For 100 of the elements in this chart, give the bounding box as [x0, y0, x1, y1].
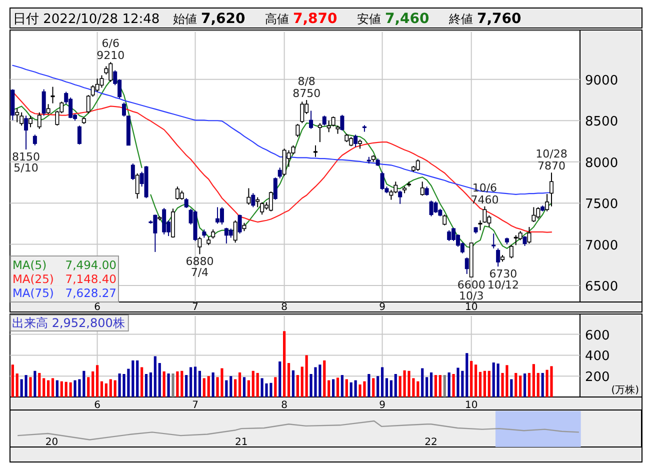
candlestick [340, 114, 344, 132]
x-tick-label: 22 [424, 437, 438, 448]
bar [42, 378, 46, 397]
bar [140, 367, 144, 397]
bar [104, 383, 108, 397]
y-tick-label: 6500 [585, 280, 618, 295]
x-tick-label: 21 [234, 437, 248, 448]
candlestick [135, 172, 140, 200]
bar [474, 364, 478, 397]
bar [11, 364, 14, 397]
bar [510, 379, 513, 397]
bar [167, 373, 170, 397]
y-tick-label: 600 [585, 328, 610, 344]
bar [421, 368, 424, 397]
bar [305, 355, 308, 397]
candlestick [380, 171, 384, 190]
text: MA(25) 7,148.40 [12, 272, 116, 286]
bar [92, 371, 94, 397]
candlestick [313, 144, 318, 158]
bar [252, 370, 254, 397]
bar [332, 379, 335, 397]
text: MA(75) 7,628.27 [12, 286, 116, 300]
bar [114, 380, 116, 397]
bar [394, 374, 397, 397]
x-tick-label: 8 [281, 302, 288, 313]
candlestick [268, 191, 273, 212]
bar [492, 362, 495, 397]
candlestick [358, 139, 362, 150]
bar [452, 374, 455, 397]
x-tick-label: 6 [94, 400, 100, 411]
bar [189, 367, 192, 397]
bar [443, 375, 446, 397]
bar [536, 372, 540, 397]
candlestick [326, 120, 331, 133]
candlestick [24, 115, 28, 150]
bar [198, 370, 202, 397]
bar [274, 377, 277, 397]
candlestick [238, 214, 242, 234]
y-tick-label: 8000 [585, 156, 618, 171]
candlestick [550, 172, 554, 207]
bar [541, 372, 544, 397]
candlestick [260, 202, 264, 216]
bar [29, 377, 32, 397]
annotation: 6/6 9210 [96, 37, 125, 62]
annotation: 8150 5/10 [12, 150, 40, 174]
candlestick [246, 188, 251, 206]
x-tick-label: 10 [464, 400, 478, 411]
bar [56, 380, 59, 397]
candlestick [100, 74, 104, 88]
bar [225, 380, 228, 397]
bar [51, 378, 54, 397]
y-tick-label: 9000 [585, 73, 618, 88]
candlestick [122, 102, 126, 118]
bar [60, 381, 63, 397]
bar [207, 376, 210, 397]
candlestick [184, 198, 188, 209]
bar [345, 379, 348, 397]
x-tick-label: 9 [379, 302, 386, 313]
bar [144, 374, 148, 397]
bar [456, 368, 460, 397]
bar [328, 380, 330, 397]
bar [136, 360, 139, 397]
candlestick [86, 94, 90, 114]
candlestick [296, 123, 300, 138]
bar [368, 374, 370, 397]
candlestick [251, 192, 256, 208]
candlestick [198, 236, 202, 255]
y-tick-label: 7000 [585, 238, 618, 254]
chart-title: 出来高 2,952,800株 [12, 316, 125, 330]
bar [212, 372, 214, 397]
candlestick [216, 206, 220, 224]
bar [242, 377, 246, 397]
bar [483, 370, 486, 397]
candlestick [273, 177, 278, 200]
candlestick [42, 88, 46, 116]
bar [340, 375, 344, 397]
candlestick [331, 116, 336, 127]
bar [64, 382, 68, 397]
x-tick-label: 9 [379, 400, 386, 411]
candlestick [429, 200, 434, 217]
bar [532, 364, 535, 397]
candlestick [95, 78, 100, 92]
chart-title: 日付 2022/10/28 12:48 始値 7,620 高値 7,870 安値 7,460 終値 7,760 [13, 11, 522, 27]
candlestick [300, 101, 304, 124]
candlestick [180, 190, 184, 200]
bar [426, 377, 428, 397]
candlestick [492, 233, 496, 249]
bar [296, 375, 299, 397]
bar [292, 370, 295, 397]
x-tick-label: 8 [281, 400, 288, 411]
candlestick [130, 162, 135, 180]
bar [470, 360, 473, 397]
candlestick [398, 190, 402, 204]
candlestick [256, 196, 260, 208]
bar [488, 370, 490, 397]
bar [354, 380, 357, 397]
candlestick [28, 115, 32, 128]
bar [278, 361, 282, 397]
y-tick-label: 8500 [585, 114, 618, 130]
bar [162, 371, 166, 397]
